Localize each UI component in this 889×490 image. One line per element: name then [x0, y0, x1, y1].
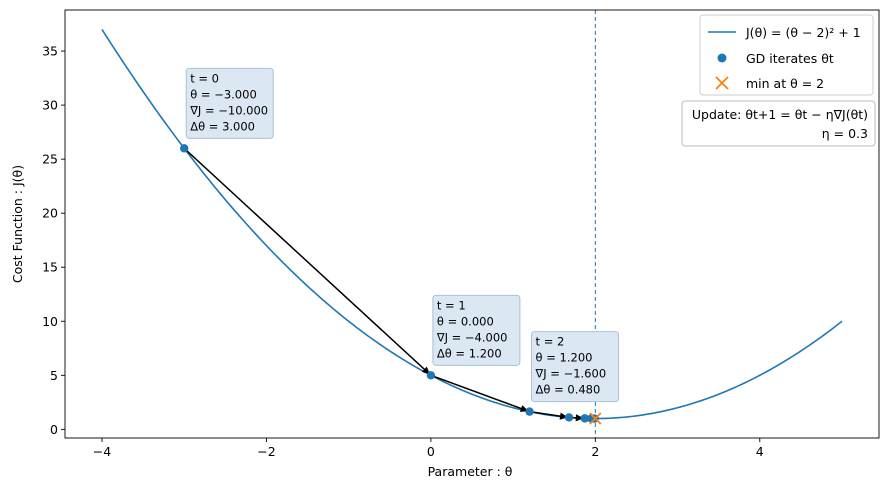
iterate-point	[580, 414, 590, 423]
annotation-line: t = 0	[190, 71, 219, 85]
y-tick-label: 30	[42, 98, 58, 113]
annotation-line: Δθ = 1.200	[437, 346, 502, 360]
axis-ticks: −4 −2 0 2 4 0 5 10 15 20 25 30 35	[42, 44, 764, 459]
x-tick-label: 0	[427, 444, 435, 459]
iterate-annotation: t = 0 θ = −3.000 ∇J = −10.000 Δθ = 3.000	[185, 67, 274, 139]
legend-iterates-label: GD iterates θt	[746, 51, 834, 66]
iterate-point	[564, 413, 574, 422]
annotation-line: Δθ = 3.000	[190, 119, 255, 133]
legend-iterates-swatch	[717, 53, 727, 63]
annotation-box	[531, 331, 620, 403]
iterate-point	[525, 407, 534, 416]
y-tick-label: 10	[42, 314, 58, 329]
annotation-line: ∇J = −1.600	[535, 367, 607, 381]
x-tick-label: −4	[93, 444, 111, 459]
update-rule-box	[681, 100, 876, 147]
y-tick-label: 15	[42, 260, 58, 275]
annotation-line: θ = 1.200	[536, 351, 593, 365]
annotation-line: t = 1	[437, 298, 466, 312]
iterate-point	[180, 144, 189, 153]
legend-minimum-label: min at θ = 2	[746, 76, 824, 91]
x-axis-title: Parameter : θ	[428, 464, 513, 479]
learning-rate-text: η = 0.3	[822, 126, 868, 141]
minimum-marker	[589, 412, 602, 425]
update-arrow	[529, 410, 569, 420]
y-tick-label: 20	[42, 206, 58, 221]
y-tick-label: 25	[42, 152, 58, 167]
annotation-box	[432, 294, 521, 366]
legend-curve-label: J(θ) = (θ − 2)² + 1	[745, 25, 861, 40]
annotation-line: θ = −3.000	[190, 87, 257, 101]
legend: J(θ) = (θ − 2)² + 1 GD iterates θt min a…	[699, 14, 874, 96]
update-arrows	[183, 147, 594, 422]
update-rule-note: Update: θt+1 = θt − η∇J(θt) η = 0.3	[681, 100, 876, 147]
iterate-point	[426, 371, 436, 380]
x-tick-label: −2	[257, 444, 275, 459]
y-tick-label: 35	[42, 44, 58, 59]
plot-frame	[64, 9, 880, 439]
y-axis-title: Cost Function : J(θ)	[10, 165, 25, 283]
y-tick-label: 0	[50, 422, 58, 437]
annotation-line: ∇J = −4.000	[436, 330, 508, 344]
x-tick-label: 4	[756, 444, 764, 459]
update-rule-text: Update: θt+1 = θt − η∇J(θt)	[692, 107, 868, 122]
annotation-line: ∇J = −10.000	[189, 103, 268, 117]
iterate-points	[180, 144, 602, 425]
cost-curve-layer	[101, 29, 843, 420]
iterate-annotation: t = 2 θ = 1.200 ∇J = −1.600 Δθ = 0.480	[531, 331, 620, 403]
annotation-line: θ = 0.000	[437, 314, 494, 328]
cost-curve	[101, 29, 843, 420]
annotation-box	[185, 67, 274, 139]
y-tick-label: 5	[50, 368, 58, 383]
annotation-line: t = 2	[536, 335, 565, 349]
legend-minimum-swatch	[715, 76, 729, 90]
x-tick-label: 2	[591, 444, 599, 459]
iterate-annotation: t = 1 θ = 0.000 ∇J = −4.000 Δθ = 1.200	[432, 294, 521, 366]
annotation-line: Δθ = 0.480	[536, 383, 601, 397]
legend-box	[699, 14, 874, 96]
